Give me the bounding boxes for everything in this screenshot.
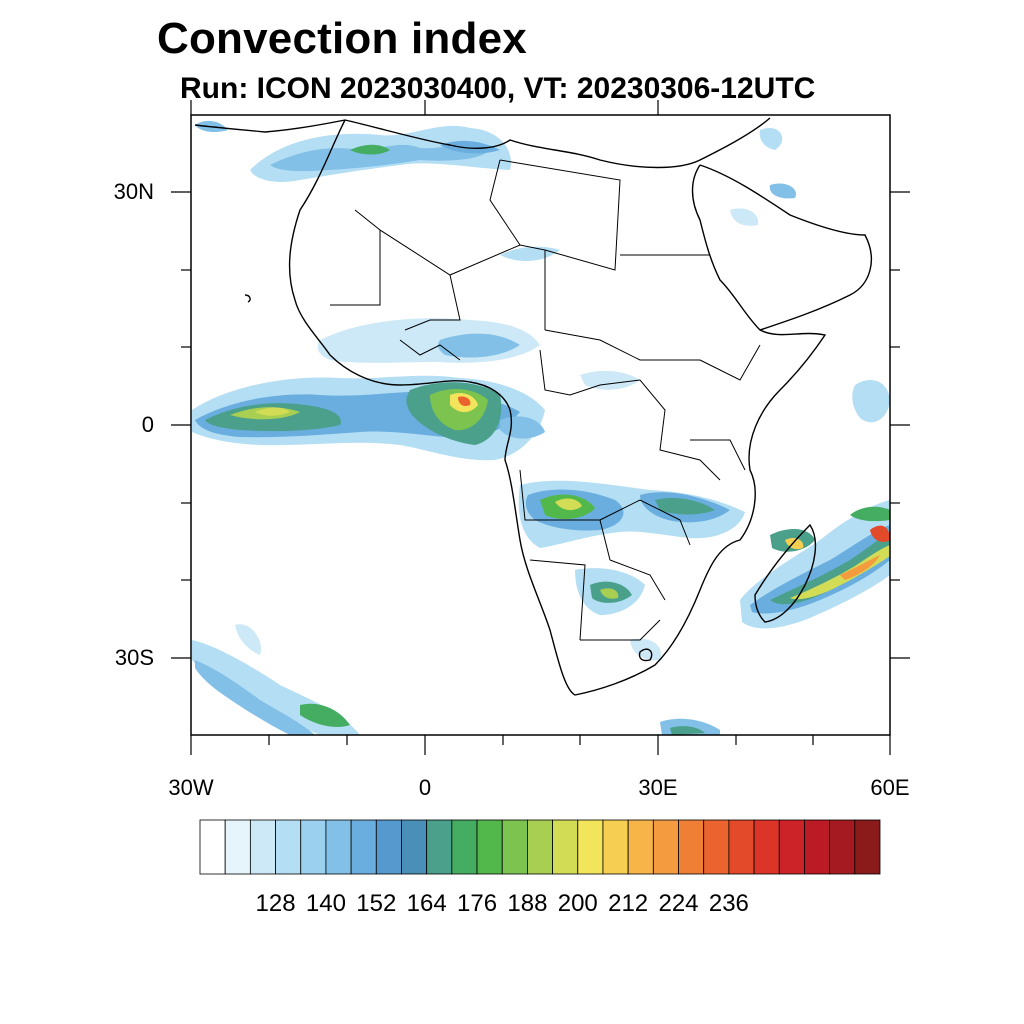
colorbar-swatch (729, 820, 754, 874)
colorbar-swatch (351, 820, 376, 874)
colorbar-swatch (578, 820, 603, 874)
colorbar-swatch (603, 820, 628, 874)
colorbar-swatch (250, 820, 275, 874)
colorbar-swatch (452, 820, 477, 874)
colorbar-swatch (779, 820, 804, 874)
colorbar-swatch (653, 820, 678, 874)
colorbar-swatch (276, 820, 301, 874)
colorbar-swatch (376, 820, 401, 874)
colorbar-swatch (200, 820, 225, 874)
colorbar-swatch (326, 820, 351, 874)
colorbar-swatch (704, 820, 729, 874)
colorbar-swatch (628, 820, 653, 874)
colorbar-swatch (225, 820, 250, 874)
colorbar-swatch (502, 820, 527, 874)
colorbar-swatch (804, 820, 829, 874)
colorbar-swatch (855, 820, 880, 874)
colorbar-swatch (527, 820, 552, 874)
colorbar-swatch (830, 820, 855, 874)
colorbar-swatch (401, 820, 426, 874)
colorbar-swatch (427, 820, 452, 874)
colorbar-swatch (679, 820, 704, 874)
colorbar-swatch (553, 820, 578, 874)
colorbar-label: 236 (699, 892, 759, 916)
colorbar-swatch (301, 820, 326, 874)
colorbar-swatch (754, 820, 779, 874)
colorbar (0, 0, 1024, 1024)
colorbar-swatch (477, 820, 502, 874)
